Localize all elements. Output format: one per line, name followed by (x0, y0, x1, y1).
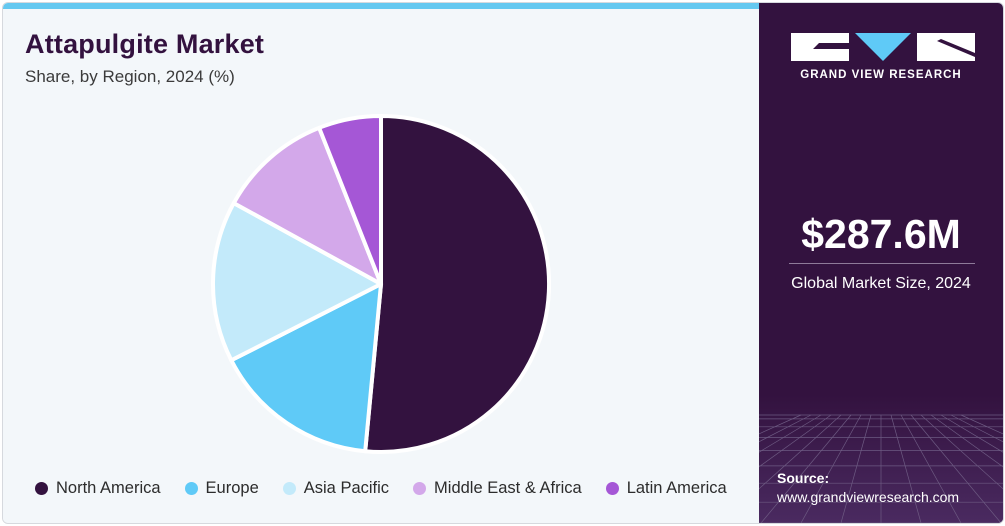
legend-label: Asia Pacific (303, 478, 390, 497)
pie-slice-europe (229, 282, 383, 454)
legend-item: Middle East & Africa (413, 479, 582, 498)
legend-item: Europe (184, 478, 259, 498)
grand-view-research-logo (791, 33, 975, 61)
chart-legend: North America Europe Asia Pacific Middle Ea… (35, 477, 727, 499)
legend-swatch (413, 481, 427, 495)
chart-title: Attapulgite Market (25, 29, 265, 59)
legend-swatch (35, 481, 48, 495)
chart-subtitle: Share, by Region, 2024 (%) (25, 67, 235, 86)
top-accent-bar (3, 3, 759, 9)
legend-swatch (605, 481, 619, 495)
pie-chart (211, 114, 552, 454)
legend-label: Europe (205, 478, 259, 497)
summary-panel: GRAND VIEW RESEARCH $287.6M Global Marke… (759, 3, 1003, 523)
pie-slice-asia-pacific (211, 201, 383, 363)
legend-item: Latin America (605, 478, 727, 498)
legend-label: North America (56, 478, 161, 497)
legend-swatch (282, 481, 296, 495)
source-note: Source: www.grandviewresearch.com (777, 469, 959, 507)
source-link[interactable]: www.grandviewresearch.com (777, 489, 960, 505)
source-label: Source: (777, 470, 830, 486)
chart-panel: Attapulgite Market Share, by Region, 202… (3, 3, 759, 523)
market-size-label: Global Market Size, 2024 (791, 275, 971, 292)
legend-swatch (184, 481, 198, 495)
logo-wordmark: GRAND VIEW RESEARCH (800, 69, 962, 81)
legend-label: Latin America (626, 478, 727, 497)
decorative-grid (759, 395, 1003, 523)
pie-slice-middle-east-africa (231, 125, 383, 286)
divider (789, 263, 975, 264)
market-size-value: $287.6M (801, 211, 961, 257)
pie-slice-north-america (363, 114, 552, 454)
legend-label: Middle East & Africa (434, 478, 582, 497)
legend-item: North America (35, 479, 161, 498)
legend-item: Asia Pacific (282, 478, 390, 498)
pie-slice-latin-america (317, 114, 383, 286)
